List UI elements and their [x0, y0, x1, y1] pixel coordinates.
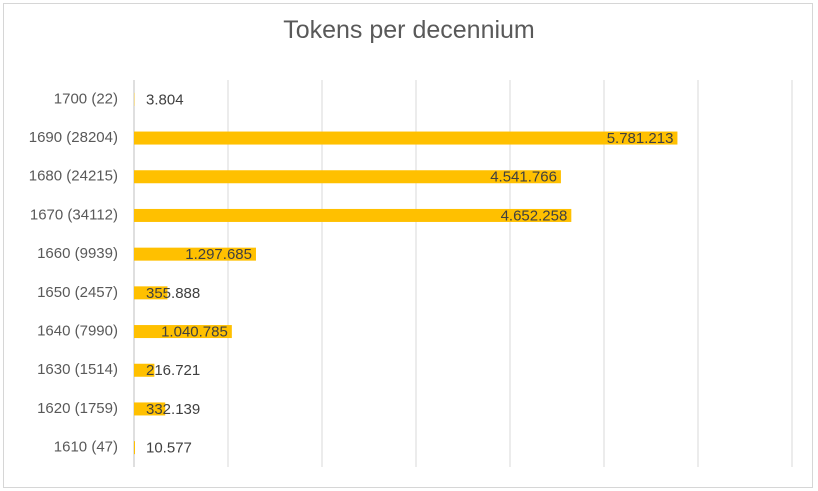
category-label: 1700 (22)	[54, 90, 118, 107]
bar	[134, 325, 232, 339]
category-label: 1650 (2457)	[37, 284, 118, 301]
category-label: 1640 (7990)	[37, 323, 118, 340]
bar	[134, 286, 168, 300]
bar	[134, 208, 572, 222]
data-label: 1.040.785	[161, 324, 228, 341]
bar	[134, 131, 678, 145]
category-label: 1610 (47)	[54, 439, 118, 456]
category-label: 1620 (1759)	[37, 400, 118, 417]
data-label: 4.541.766	[490, 169, 557, 186]
bar	[134, 170, 561, 184]
data-label: 332.139	[146, 401, 200, 418]
data-label: 3.804	[146, 91, 184, 108]
chart-title: Tokens per decennium	[283, 16, 535, 44]
data-label: 355.888	[146, 285, 200, 302]
data-label: 216.721	[146, 362, 200, 379]
bar	[134, 363, 155, 377]
category-label: 1660 (9939)	[37, 245, 118, 262]
category-label: 1680 (24215)	[29, 168, 118, 185]
bar	[134, 402, 166, 416]
data-label: 1.297.685	[185, 246, 252, 263]
data-label: 4.652.258	[501, 207, 568, 224]
category-label: 1630 (1514)	[37, 361, 118, 378]
bar	[134, 247, 256, 261]
bar	[134, 441, 135, 455]
data-label: 5.781.213	[607, 130, 674, 147]
category-label: 1690 (28204)	[29, 129, 118, 146]
data-label: 10.577	[146, 440, 192, 457]
category-label: 1670 (34112)	[30, 206, 118, 223]
